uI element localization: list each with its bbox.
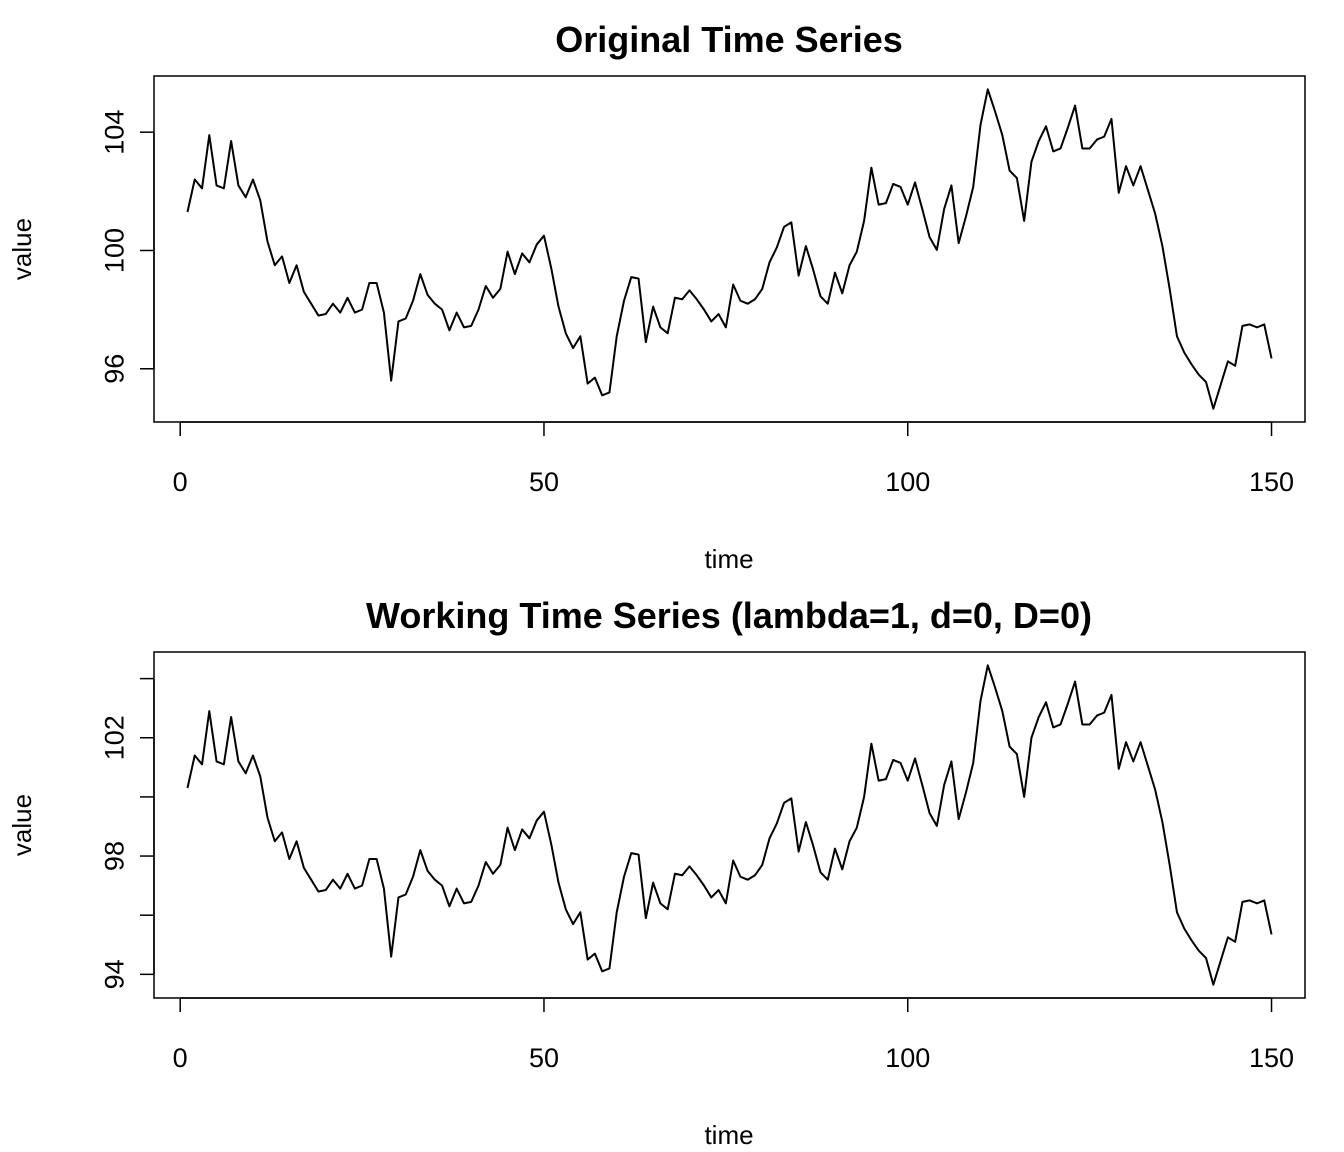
y-tick-label: 96 — [99, 354, 129, 384]
chart-panel-original: Original Time Series 0 50 100 150 96100104 … — [7, 19, 1306, 574]
chart-panel-working: Working Time Series (lambda=1, d=0, D=0)… — [7, 595, 1306, 1150]
y-axis-label: value — [7, 794, 37, 856]
chart-title: Original Time Series — [555, 19, 902, 60]
x-tick-label: 0 — [173, 1043, 188, 1073]
y-tick-label: 100 — [99, 228, 129, 273]
x-axis: 0 50 100 150 — [173, 421, 1294, 497]
plot-frame — [153, 651, 1306, 999]
y-axis-label: value — [7, 218, 37, 280]
x-tick-label: 0 — [173, 467, 188, 497]
x-tick-label: 100 — [885, 1043, 930, 1073]
y-tick-label: 102 — [99, 715, 129, 760]
x-tick-label: 150 — [1249, 467, 1294, 497]
plot-frame — [153, 75, 1306, 423]
y-axis: 94 98 102 — [99, 677, 155, 989]
x-axis-label: time — [704, 1120, 753, 1150]
x-tick-label: 50 — [529, 1043, 559, 1073]
y-tick-label: 98 — [99, 841, 129, 871]
x-tick-label: 100 — [885, 467, 930, 497]
y-tick-label: 104 — [99, 110, 129, 155]
x-tick-label: 150 — [1249, 1043, 1294, 1073]
chart-title: Working Time Series (lambda=1, d=0, D=0) — [366, 595, 1092, 636]
y-axis: 96 100 104 — [99, 110, 155, 384]
x-axis-label: time — [704, 544, 753, 574]
series-line — [186, 664, 1273, 986]
y-tick-label: 94 — [99, 959, 129, 989]
x-tick-label: 50 — [529, 467, 559, 497]
x-axis: 0 50 100 150 — [173, 997, 1294, 1073]
series-line — [186, 88, 1273, 410]
